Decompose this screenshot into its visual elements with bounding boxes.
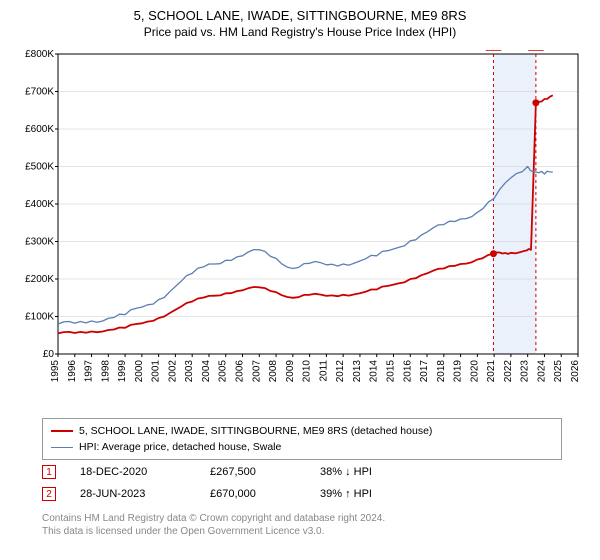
title-address: 5, SCHOOL LANE, IWADE, SITTINGBOURNE, ME… (0, 8, 600, 23)
svg-text:2026: 2026 (570, 360, 581, 383)
chart-container: 5, SCHOOL LANE, IWADE, SITTINGBOURNE, ME… (0, 0, 600, 560)
svg-text:1997: 1997 (84, 360, 95, 383)
legend-swatch (51, 447, 73, 448)
svg-text:£300K: £300K (25, 237, 54, 248)
svg-text:2013: 2013 (352, 360, 363, 383)
svg-text:2018: 2018 (436, 360, 447, 383)
arrow-down-icon (345, 466, 351, 478)
sale-marker-box: 2 (42, 487, 56, 501)
svg-text:2017: 2017 (419, 360, 430, 383)
svg-text:2015: 2015 (385, 360, 396, 383)
svg-text:2025: 2025 (553, 360, 564, 383)
svg-text:£100K: £100K (25, 312, 54, 323)
sale-row: 2 28-JUN-2023 £670,000 39% HPI (42, 484, 562, 504)
sale-date: 28-JUN-2023 (80, 488, 210, 500)
svg-text:2021: 2021 (486, 360, 497, 383)
svg-text:1995: 1995 (50, 360, 61, 383)
svg-text:2014: 2014 (369, 360, 380, 383)
sales-table: 1 18-DEC-2020 £267,500 38% HPI 2 28-JUN-… (42, 462, 562, 506)
svg-text:2010: 2010 (302, 360, 313, 383)
svg-text:£0: £0 (43, 349, 55, 360)
chart-area: £0 £100K £200K £300K £400K £500K £600K £700K £80… (10, 50, 590, 410)
footer-line: Contains HM Land Registry data © Crown c… (42, 512, 562, 525)
legend-item: HPI: Average price, detached house, Swal… (51, 439, 553, 455)
sale-marker-box: 1 (42, 465, 56, 479)
svg-text:2022: 2022 (503, 360, 514, 383)
svg-text:2007: 2007 (251, 360, 262, 383)
sale-price: £670,000 (210, 488, 320, 500)
svg-text:1999: 1999 (117, 360, 128, 383)
svg-text:2008: 2008 (268, 360, 279, 383)
svg-text:£500K: £500K (25, 162, 54, 173)
legend-label: HPI: Average price, detached house, Swal… (79, 441, 281, 453)
svg-text:2000: 2000 (134, 360, 145, 383)
svg-text:£800K: £800K (25, 50, 54, 60)
svg-text:2011: 2011 (318, 360, 329, 382)
legend-item: 5, SCHOOL LANE, IWADE, SITTINGBOURNE, ME… (51, 423, 553, 439)
svg-text:2019: 2019 (453, 360, 464, 383)
svg-text:2005: 2005 (218, 360, 229, 383)
svg-text:£200K: £200K (25, 274, 54, 285)
legend: 5, SCHOOL LANE, IWADE, SITTINGBOURNE, ME… (42, 418, 562, 460)
footer: Contains HM Land Registry data © Crown c… (42, 512, 562, 538)
svg-text:2012: 2012 (335, 360, 346, 383)
sale-date: 18-DEC-2020 (80, 466, 210, 478)
svg-text:2006: 2006 (235, 360, 246, 383)
sale-pct: 38% HPI (320, 466, 440, 478)
svg-text:2024: 2024 (536, 360, 547, 383)
svg-text:2023: 2023 (520, 360, 531, 383)
legend-swatch (51, 430, 73, 432)
chart-svg: £0 £100K £200K £300K £400K £500K £600K £700K £80… (10, 50, 590, 410)
svg-text:1998: 1998 (100, 360, 111, 383)
svg-text:£400K: £400K (25, 199, 54, 210)
svg-text:2009: 2009 (285, 360, 296, 383)
title-subtitle: Price paid vs. HM Land Registry's House … (0, 25, 600, 39)
svg-text:£700K: £700K (25, 87, 54, 98)
svg-text:2003: 2003 (184, 360, 195, 383)
title-block: 5, SCHOOL LANE, IWADE, SITTINGBOURNE, ME… (0, 0, 600, 39)
sale-pct: 39% HPI (320, 488, 440, 500)
svg-text:2001: 2001 (151, 360, 162, 383)
arrow-up-icon (345, 488, 351, 500)
svg-text:1996: 1996 (67, 360, 78, 383)
svg-text:2016: 2016 (402, 360, 413, 383)
svg-text:2002: 2002 (167, 360, 178, 383)
legend-label: 5, SCHOOL LANE, IWADE, SITTINGBOURNE, ME… (79, 425, 432, 437)
svg-text:£600K: £600K (25, 124, 54, 135)
footer-line: This data is licensed under the Open Gov… (42, 525, 562, 538)
svg-text:2004: 2004 (201, 360, 212, 383)
sale-row: 1 18-DEC-2020 £267,500 38% HPI (42, 462, 562, 482)
sale-price: £267,500 (210, 466, 320, 478)
svg-text:2020: 2020 (469, 360, 480, 383)
